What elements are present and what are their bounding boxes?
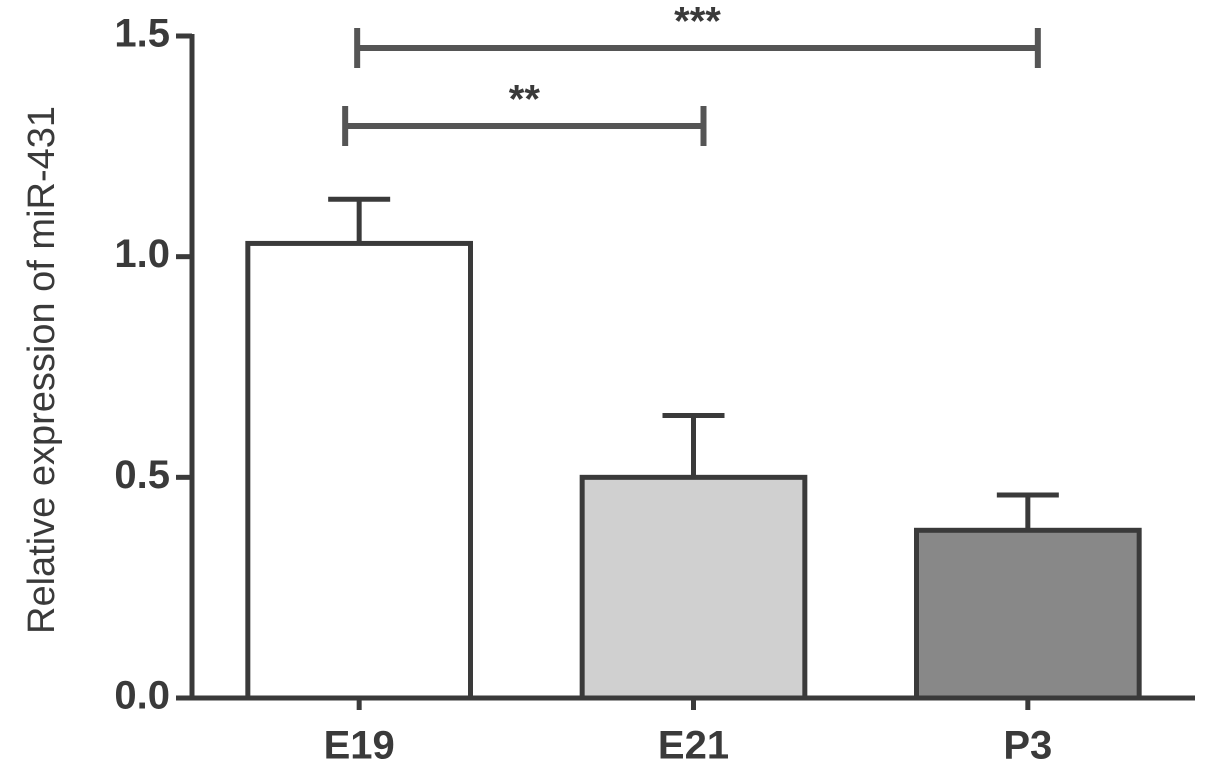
significance-bracket bbox=[354, 28, 1041, 68]
bar bbox=[914, 527, 1142, 701]
significance-bracket bbox=[342, 106, 707, 146]
y-tick-label: 1.0 bbox=[114, 232, 170, 276]
y-axis-label: Relative expression of miR-431 bbox=[21, 106, 63, 634]
y-tick-label: 0.5 bbox=[114, 453, 170, 497]
x-tick-label: P3 bbox=[1003, 724, 1052, 768]
significance-label: *** bbox=[674, 0, 721, 44]
y-tick-label: 0.0 bbox=[114, 674, 170, 718]
bar bbox=[579, 474, 808, 701]
significance-label: ** bbox=[509, 78, 541, 122]
y-tick-label: 1.5 bbox=[114, 12, 170, 56]
x-tick-label: E21 bbox=[658, 724, 729, 768]
x-tick-label: E19 bbox=[324, 724, 395, 768]
bar bbox=[245, 240, 473, 701]
